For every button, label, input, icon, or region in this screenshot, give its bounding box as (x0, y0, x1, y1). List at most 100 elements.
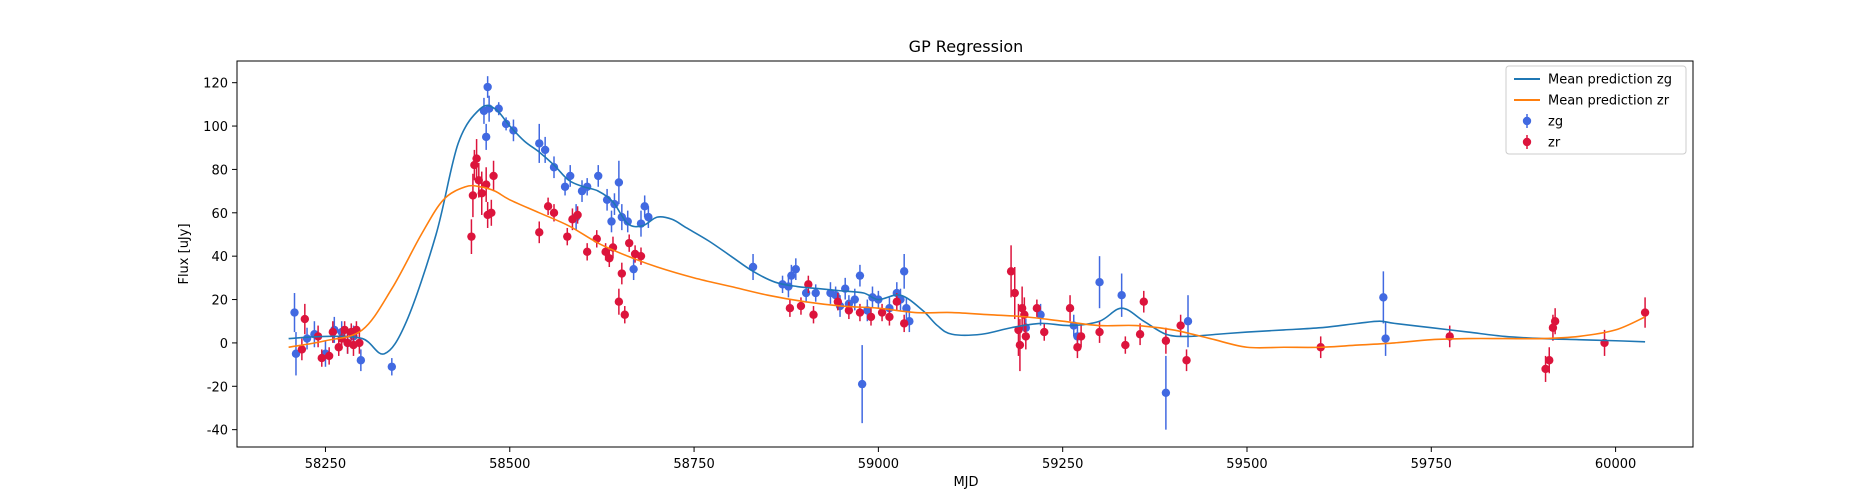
data-point (300, 314, 310, 324)
data-point (472, 154, 481, 163)
data-point (297, 345, 307, 354)
x-tick-label: 60000 (1595, 457, 1636, 472)
legend-label: zr (1548, 136, 1561, 151)
plot-frame (236, 60, 1694, 448)
data-point (866, 312, 876, 322)
x-tick-label: 58250 (305, 457, 346, 472)
series-zr (297, 139, 1650, 382)
data-point (1032, 304, 1042, 313)
data-point (629, 264, 638, 274)
data-point (902, 304, 911, 313)
y-axis: -40 -20 0 20 40 60 80 100 120 (203, 77, 237, 439)
data-point (1017, 304, 1027, 313)
data-point (1548, 323, 1558, 332)
data-point (1541, 364, 1550, 374)
y-tick-label: 40 (211, 250, 228, 265)
data-point (467, 232, 476, 241)
data-point (899, 319, 909, 328)
data-point (748, 262, 758, 272)
series-line-mean-prediction-zr (288, 184, 1646, 349)
y-axis-label: Flux [uJy] (177, 223, 192, 284)
data-point (594, 171, 603, 181)
legend-item-zg: zg (1522, 114, 1563, 130)
data-point (1545, 356, 1554, 365)
data-point (1015, 340, 1025, 350)
data-point (1010, 288, 1019, 298)
data-point (855, 308, 865, 317)
data-point (885, 312, 894, 322)
data-point (784, 282, 793, 291)
data-point (543, 202, 553, 211)
data-point (1036, 310, 1045, 319)
data-point (1183, 317, 1193, 326)
data-point (855, 271, 865, 280)
data-point (640, 202, 649, 211)
data-point (1640, 308, 1650, 317)
data-point (1073, 343, 1082, 352)
data-point (620, 310, 629, 319)
y-tick-label: -40 (207, 424, 228, 439)
data-point (614, 178, 624, 187)
data-point (563, 232, 572, 241)
data-point (549, 163, 559, 172)
legend-item-mean-prediction-zr: Mean prediction zr (1514, 94, 1670, 109)
data-point (340, 325, 349, 335)
data-point (892, 297, 902, 306)
data-point (796, 301, 806, 311)
legend-item-zr: zr (1522, 135, 1561, 151)
data-point (1139, 297, 1148, 306)
y-tick-label: 120 (203, 77, 228, 92)
data-point (877, 308, 887, 317)
data-point (324, 351, 334, 361)
x-axis: 58250 58500 58750 59000 59250 59500 59750 60000 (305, 447, 1636, 472)
data-point (474, 176, 484, 185)
data-point (785, 304, 795, 313)
data-point (636, 251, 646, 261)
data-point (623, 217, 632, 226)
data-point (477, 189, 486, 198)
series-zg (290, 76, 1390, 430)
data-point (1381, 334, 1390, 343)
data-point (489, 171, 498, 181)
data-point (501, 119, 511, 129)
data-point (614, 297, 624, 306)
data-point (356, 356, 366, 365)
data-point (1006, 267, 1016, 276)
legend-swatch (1522, 116, 1532, 126)
data-point (291, 349, 301, 358)
data-point (1076, 332, 1086, 341)
data-point (844, 306, 854, 315)
legend-box (1505, 65, 1687, 155)
data-point (1065, 304, 1075, 313)
y-tick-label: -20 (207, 380, 228, 395)
data-point (355, 338, 364, 348)
data-point (1095, 277, 1104, 287)
y-tick-label: 100 (203, 120, 228, 135)
y-tick-label: 60 (211, 207, 228, 222)
legend-item-mean-prediction-zg: Mean prediction zg (1514, 73, 1672, 88)
data-point (468, 191, 478, 200)
data-point (549, 208, 559, 217)
data-point (850, 295, 859, 304)
y-tick-label: 0 (220, 337, 228, 352)
data-point (302, 334, 312, 343)
data-point (617, 269, 627, 278)
data-point (811, 288, 820, 298)
data-point (540, 145, 550, 155)
data-point (857, 379, 867, 389)
data-point (1095, 327, 1104, 337)
data-point (1182, 356, 1191, 365)
plot-area (288, 76, 1650, 430)
data-point (601, 247, 610, 257)
x-tick-label: 59250 (1042, 457, 1083, 472)
data-point (607, 217, 616, 226)
legend-swatch (1522, 137, 1532, 147)
y-tick-label: 80 (211, 163, 228, 178)
x-tick-label: 59000 (858, 457, 899, 472)
data-point (290, 308, 299, 317)
data-point (1040, 327, 1049, 337)
legend: Mean prediction zg Mean prediction zr zg zr (1505, 65, 1687, 155)
data-point (1379, 293, 1388, 302)
data-point (317, 353, 326, 363)
